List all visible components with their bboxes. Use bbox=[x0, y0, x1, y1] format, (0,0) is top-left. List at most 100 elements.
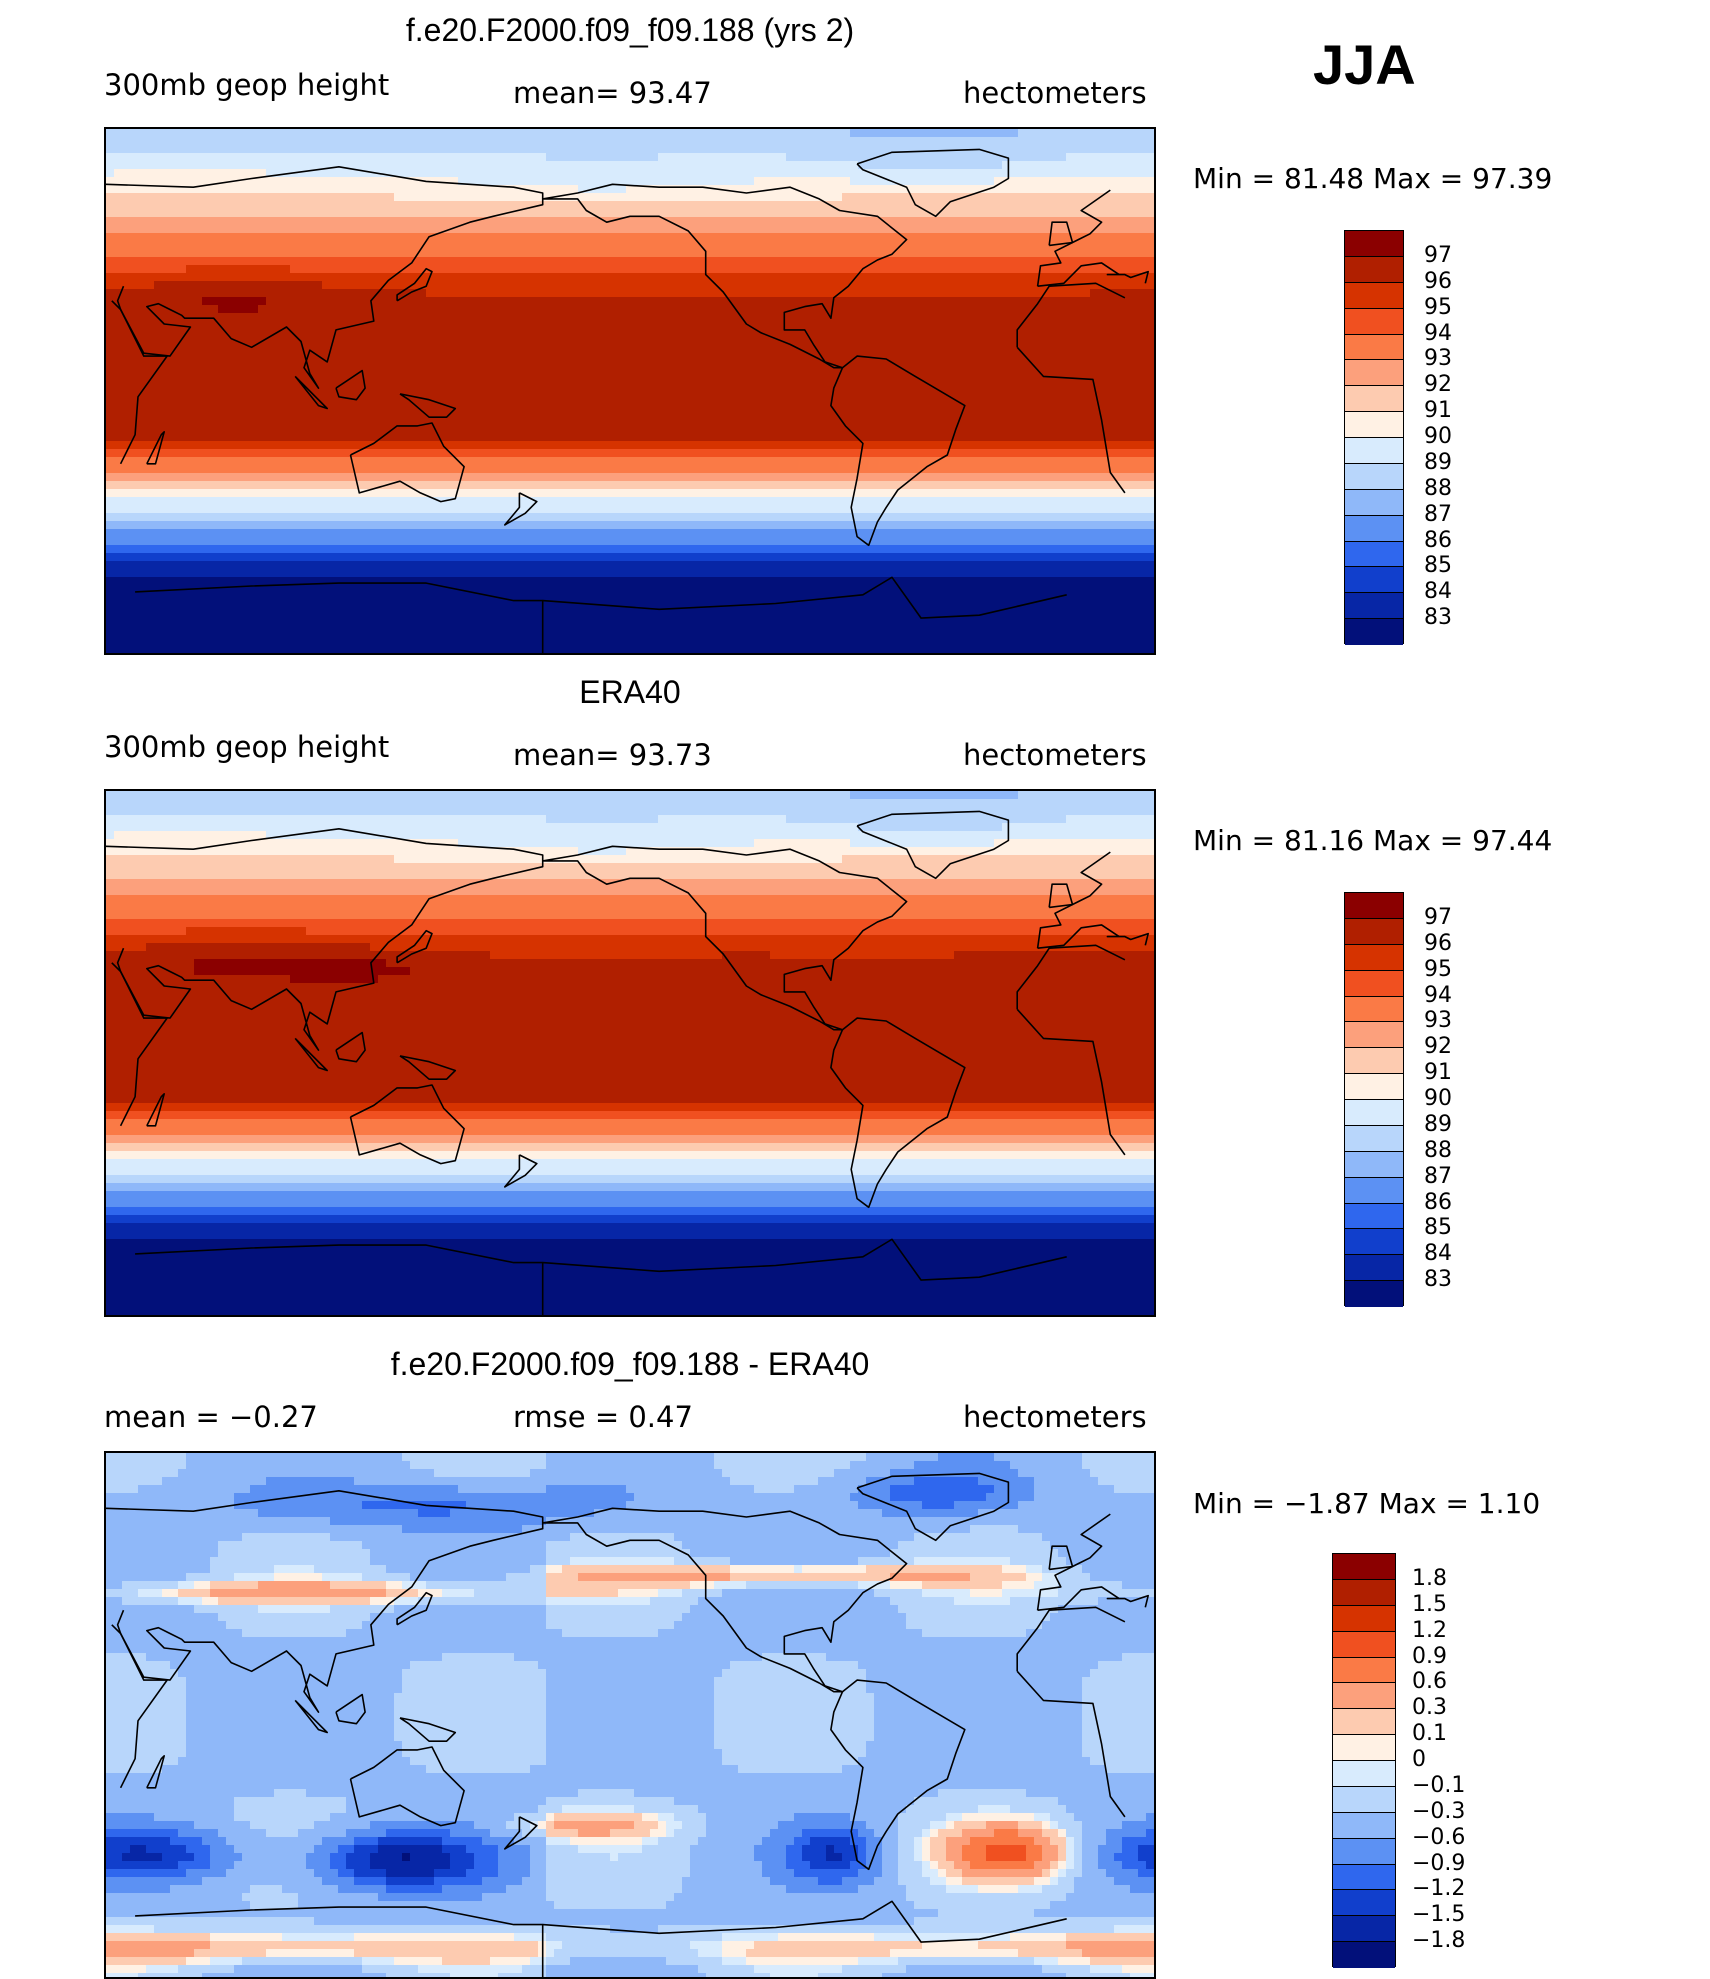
colorbar-cell bbox=[1333, 1735, 1395, 1761]
contour-field bbox=[106, 1453, 1154, 1977]
colorbar-tick-label: 91 bbox=[1424, 400, 1452, 422]
colorbar-tick-label: 84 bbox=[1424, 1243, 1452, 1265]
contour-field bbox=[106, 129, 1154, 653]
colorbar-tick-label: 93 bbox=[1424, 1010, 1452, 1032]
colorbar-cell bbox=[1333, 1709, 1395, 1735]
colorbar-cell bbox=[1345, 257, 1403, 283]
colorbar-cell bbox=[1345, 893, 1403, 919]
colorbar-cell bbox=[1345, 360, 1403, 386]
panel-3-title: f.e20.F2000.f09_f09.188 - ERA40 bbox=[105, 1346, 1155, 1383]
panel-2-mean-label: mean= 93.73 bbox=[513, 738, 712, 772]
colorbar-tick-label: 90 bbox=[1424, 426, 1452, 448]
colorbar-tick-label: 0.9 bbox=[1412, 1646, 1447, 1668]
colorbar-cell bbox=[1345, 412, 1403, 438]
colorbar-tick-label: 86 bbox=[1424, 530, 1452, 552]
colorbar-cell bbox=[1333, 1580, 1395, 1606]
panel-1-colorbar bbox=[1344, 230, 1404, 644]
panel-2-variable-label: 300mb geop height bbox=[104, 730, 389, 764]
colorbar-cell bbox=[1345, 231, 1403, 257]
panel-2-minmax: Min = 81.16 Max = 97.44 bbox=[1193, 824, 1552, 857]
colorbar-cell bbox=[1345, 490, 1403, 516]
panel-3-units-label: hectometers bbox=[963, 1400, 1147, 1434]
colorbar-cell bbox=[1345, 997, 1403, 1023]
colorbar-cell bbox=[1333, 1606, 1395, 1632]
colorbar-cell bbox=[1345, 1229, 1403, 1255]
colorbar-tick-label: 0.1 bbox=[1412, 1723, 1447, 1745]
colorbar-cell bbox=[1333, 1865, 1395, 1891]
colorbar-tick-label: 1.5 bbox=[1412, 1594, 1447, 1616]
colorbar-tick-label: 94 bbox=[1424, 985, 1452, 1007]
colorbar-tick-label: 88 bbox=[1424, 1140, 1452, 1162]
colorbar-tick-label: 0.6 bbox=[1412, 1671, 1447, 1693]
colorbar-cell bbox=[1345, 945, 1403, 971]
panel-1-units-label: hectometers bbox=[963, 76, 1147, 110]
colorbar-cell bbox=[1345, 1255, 1403, 1281]
panel-2-colorbar bbox=[1344, 892, 1404, 1306]
colorbar-cell bbox=[1345, 919, 1403, 945]
colorbar-tick-label: −0.3 bbox=[1412, 1801, 1465, 1823]
colorbar-tick-label: 94 bbox=[1424, 323, 1452, 345]
colorbar-cell bbox=[1345, 1100, 1403, 1126]
colorbar-cell bbox=[1345, 1152, 1403, 1178]
panel-3-colorbar bbox=[1332, 1553, 1396, 1967]
colorbar-cell bbox=[1333, 1942, 1395, 1968]
colorbar-tick-label: 90 bbox=[1424, 1088, 1452, 1110]
colorbar-cell bbox=[1345, 567, 1403, 593]
colorbar-cell bbox=[1345, 335, 1403, 361]
panel-1-variable-label: 300mb geop height bbox=[104, 68, 389, 102]
colorbar-cell bbox=[1345, 1204, 1403, 1230]
colorbar-cell bbox=[1345, 309, 1403, 335]
colorbar-tick-label: 85 bbox=[1424, 555, 1452, 577]
colorbar-cell bbox=[1345, 386, 1403, 412]
colorbar-tick-label: 83 bbox=[1424, 1269, 1452, 1291]
panel-2-map bbox=[104, 789, 1156, 1317]
colorbar-tick-label: 85 bbox=[1424, 1217, 1452, 1239]
map-svg bbox=[106, 791, 1154, 1315]
panel-3-minmax: Min = −1.87 Max = 1.10 bbox=[1193, 1487, 1540, 1520]
colorbar-tick-label: 89 bbox=[1424, 1114, 1452, 1136]
colorbar-cell bbox=[1345, 593, 1403, 619]
colorbar-cell bbox=[1345, 1074, 1403, 1100]
panel-3-map bbox=[104, 1451, 1156, 1979]
colorbar-cell bbox=[1345, 1178, 1403, 1204]
colorbar-cell bbox=[1333, 1761, 1395, 1787]
colorbar-tick-label: 84 bbox=[1424, 581, 1452, 603]
colorbar-tick-label: 97 bbox=[1424, 245, 1452, 267]
colorbar-tick-label: 86 bbox=[1424, 1192, 1452, 1214]
panel-1-map bbox=[104, 127, 1156, 655]
colorbar-tick-label: −1.2 bbox=[1412, 1878, 1465, 1900]
colorbar-cell bbox=[1333, 1554, 1395, 1580]
colorbar-cell bbox=[1333, 1916, 1395, 1942]
colorbar-tick-label: 93 bbox=[1424, 348, 1452, 370]
colorbar-cell bbox=[1345, 619, 1403, 645]
map-svg bbox=[106, 1453, 1154, 1977]
colorbar-cell bbox=[1345, 1022, 1403, 1048]
colorbar-cell bbox=[1333, 1787, 1395, 1813]
colorbar-tick-label: 0.3 bbox=[1412, 1697, 1447, 1719]
colorbar-cell bbox=[1345, 1281, 1403, 1307]
colorbar-tick-label: 1.8 bbox=[1412, 1568, 1447, 1590]
colorbar-tick-label: 96 bbox=[1424, 271, 1452, 293]
colorbar-tick-label: 88 bbox=[1424, 478, 1452, 500]
colorbar-tick-label: −1.5 bbox=[1412, 1904, 1465, 1926]
colorbar-tick-label: 97 bbox=[1424, 907, 1452, 929]
colorbar-tick-label: 92 bbox=[1424, 374, 1452, 396]
panel-1-minmax: Min = 81.48 Max = 97.39 bbox=[1193, 162, 1552, 195]
contour-field bbox=[106, 791, 1154, 1315]
panel-1-mean-label: mean= 93.47 bbox=[513, 76, 712, 110]
colorbar-cell bbox=[1345, 1126, 1403, 1152]
map-svg bbox=[106, 129, 1154, 653]
colorbar-tick-label: 92 bbox=[1424, 1036, 1452, 1058]
colorbar-cell bbox=[1333, 1632, 1395, 1658]
colorbar-tick-label: 87 bbox=[1424, 504, 1452, 526]
colorbar-cell bbox=[1345, 542, 1403, 568]
colorbar-tick-label: 95 bbox=[1424, 959, 1452, 981]
colorbar-cell bbox=[1345, 438, 1403, 464]
colorbar-cell bbox=[1345, 283, 1403, 309]
colorbar-tick-label: −1.8 bbox=[1412, 1930, 1465, 1952]
colorbar-cell bbox=[1333, 1683, 1395, 1709]
colorbar-cell bbox=[1345, 516, 1403, 542]
panel-2-units-label: hectometers bbox=[963, 738, 1147, 772]
colorbar-tick-label: −0.9 bbox=[1412, 1853, 1465, 1875]
colorbar-tick-label: 89 bbox=[1424, 452, 1452, 474]
